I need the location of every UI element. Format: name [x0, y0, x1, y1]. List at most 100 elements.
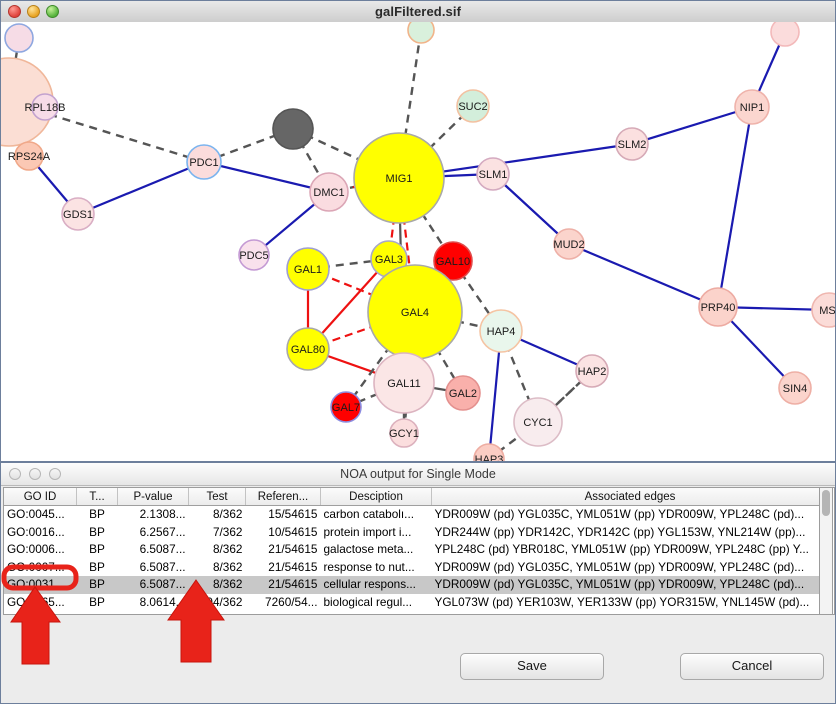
network-node[interactable]	[61, 197, 95, 231]
table-row[interactable]: GO:0006... BP 6.5087... 8/362 21/54615 galact…	[4, 541, 829, 559]
network-node[interactable]	[615, 127, 649, 161]
table-row[interactable]: GO:0045... BP 2.1308... 8/362 15/54615 carbon…	[4, 506, 829, 524]
network-node-label: GDS1	[63, 209, 93, 221]
zoom-icon[interactable]	[46, 5, 59, 18]
cell-reference: 7260/54...	[265, 594, 318, 609]
cell-go-id: GO:0006...	[7, 542, 65, 557]
network-node[interactable]	[309, 172, 349, 212]
network-node-label: CYC1	[523, 417, 552, 429]
network-node[interactable]	[479, 309, 523, 353]
network-node[interactable]	[353, 132, 445, 224]
table-row[interactable]: GO:0016... BP 6.2567... 7/362 10/54615 protei…	[4, 524, 829, 542]
table-vertical-scrollbar[interactable]	[819, 487, 833, 615]
network-node-label: RPS24A	[8, 151, 51, 163]
cell-p-value: 6.5087...	[117, 576, 189, 594]
cell-description: response to nut...	[321, 612, 432, 614]
network-node[interactable]	[433, 241, 473, 281]
column-header-type[interactable]: T...	[76, 488, 118, 506]
noa-table-body[interactable]: GO:0045... BP 2.1308... 8/362 15/54615 carbon…	[4, 506, 829, 614]
table-row[interactable]: GO:0031... BP 6.5087... 8/362 21/54615 cellul…	[4, 576, 829, 594]
network-canvas[interactable]: RPL18B RPS24A GDS1 PDC1 PDC5 SUC2 NIP1 SLM2 DMC1…	[1, 22, 835, 461]
noa-window-controls[interactable]	[9, 468, 61, 480]
network-node[interactable]	[473, 443, 505, 461]
cell-description: response to nut...	[323, 559, 415, 574]
cell-p-value: 1.3324...	[118, 612, 189, 614]
close-icon[interactable]	[9, 468, 21, 480]
cell-test: 8/362	[212, 507, 243, 521]
network-edge[interactable]	[716, 106, 754, 308]
network-edge[interactable]	[397, 177, 417, 313]
cell-go-id: GO:0016...	[7, 524, 65, 539]
network-node[interactable]	[330, 391, 362, 423]
network-node[interactable]	[14, 141, 44, 171]
cell-description: biological regul...	[323, 594, 413, 609]
network-node[interactable]	[238, 239, 270, 271]
column-header-description[interactable]: Desciption	[320, 488, 432, 506]
column-header-go-id[interactable]: GO ID	[4, 488, 77, 506]
cell-reference: 15/54615	[268, 507, 318, 521]
cell-reference: 105/546...	[246, 612, 321, 614]
network-node[interactable]	[272, 108, 314, 150]
cancel-button[interactable]: Cancel	[680, 653, 824, 680]
network-node-label: GCY1	[389, 428, 419, 440]
table-row[interactable]: GO:0031...BP1.3324...11/362105/546...res…	[4, 612, 829, 614]
column-header-reference[interactable]: Referen...	[245, 488, 321, 506]
cell-associated-edges: YDR009W (pd) YGL035C, YML051W (pp) YDR00…	[434, 507, 805, 521]
network-node[interactable]	[445, 375, 481, 411]
network-node[interactable]	[286, 327, 330, 371]
network-nodes[interactable]: RPL18B RPS24A GDS1 PDC1 PDC5 SUC2 NIP1 SLM2 DMC1…	[1, 22, 835, 461]
network-node[interactable]	[4, 23, 34, 53]
network-node-label: MSI	[819, 305, 835, 317]
network-edge[interactable]	[77, 160, 205, 216]
column-header-associated-edges[interactable]: Associated edges	[431, 488, 829, 506]
network-edge[interactable]	[568, 242, 719, 309]
network-node-label: PDC5	[239, 250, 268, 262]
zoom-icon[interactable]	[49, 468, 61, 480]
scrollbar-thumb[interactable]	[822, 490, 830, 516]
network-node[interactable]	[575, 354, 609, 388]
network-edge[interactable]	[631, 105, 753, 146]
network-node-label: RPL18B	[25, 102, 66, 114]
network-edge[interactable]	[203, 160, 330, 194]
window-controls[interactable]	[8, 5, 59, 18]
network-node[interactable]	[734, 89, 770, 125]
network-edge[interactable]	[397, 29, 423, 179]
network-node[interactable]	[389, 418, 419, 448]
network-edge[interactable]	[345, 381, 405, 409]
cell-test: 94/362	[206, 594, 243, 609]
network-node[interactable]	[31, 93, 59, 121]
network-node[interactable]	[811, 292, 835, 328]
cell-test: 7/362	[212, 524, 243, 539]
column-header-test[interactable]: Test	[188, 488, 246, 506]
network-node[interactable]	[778, 371, 812, 405]
cell-type: BP	[89, 542, 105, 557]
minimize-icon[interactable]	[27, 5, 40, 18]
column-header-p-value[interactable]: P-value	[117, 488, 189, 506]
network-node[interactable]	[456, 89, 490, 123]
cell-reference: 21/54615	[268, 542, 318, 557]
cell-go-id: GO:0007...	[7, 559, 65, 574]
network-node[interactable]	[770, 22, 800, 47]
cell-description: carbon catabolı...	[323, 507, 415, 521]
network-node[interactable]	[373, 352, 435, 414]
network-edge[interactable]	[492, 173, 570, 245]
noa-table[interactable]: GO ID T... P-value Test Referen... Desci…	[4, 488, 829, 614]
network-node-label: SLM1	[479, 169, 508, 181]
network-node-label: MUD2	[553, 239, 584, 251]
network-node[interactable]	[698, 287, 738, 327]
network-node[interactable]	[186, 144, 222, 180]
minimize-icon[interactable]	[29, 468, 41, 480]
network-node[interactable]	[553, 228, 585, 260]
network-graph[interactable]: RPL18B RPS24A GDS1 PDC1 PDC5 SUC2 NIP1 SLM2 DMC1…	[1, 22, 835, 461]
save-button[interactable]: Save	[460, 653, 604, 680]
noa-table-container[interactable]: GO ID T... P-value Test Referen... Desci…	[3, 487, 835, 615]
network-node[interactable]	[513, 397, 563, 447]
close-icon[interactable]	[8, 5, 21, 18]
network-edge[interactable]	[488, 421, 539, 460]
window-titlebar: galFiltered.sif	[1, 1, 835, 23]
network-node[interactable]	[407, 22, 435, 44]
network-node[interactable]	[476, 157, 510, 191]
network-node[interactable]	[286, 247, 330, 291]
table-row[interactable]: GO:0065... BP 8.0614... 94/362 7260/54... bio…	[4, 594, 829, 612]
table-row[interactable]: GO:0007... BP 6.5087... 8/362 21/54615 respon…	[4, 559, 829, 577]
